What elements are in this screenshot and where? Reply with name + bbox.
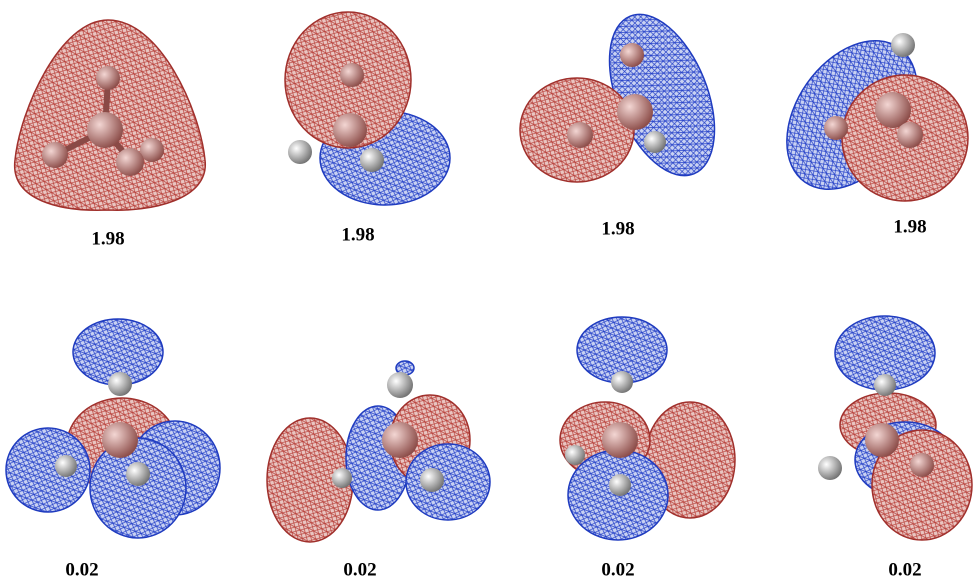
atom bbox=[108, 372, 132, 396]
atom bbox=[602, 422, 638, 458]
orbital-panel: 0.02 bbox=[818, 316, 972, 580]
atom bbox=[96, 66, 120, 90]
orbital-panel: 1.98 bbox=[520, 0, 736, 239]
atom bbox=[874, 374, 896, 396]
atom bbox=[382, 422, 418, 458]
occupation-label: 0.02 bbox=[343, 559, 376, 580]
atom bbox=[360, 148, 384, 172]
occupation-label: 0.02 bbox=[888, 559, 921, 580]
atom bbox=[42, 142, 68, 168]
atom bbox=[420, 468, 444, 492]
orbital-lobe bbox=[90, 438, 186, 538]
atom bbox=[891, 33, 915, 57]
orbital-figure: 1.98 1.98 1.98 1.98 bbox=[0, 0, 980, 583]
occupation-label: 1.98 bbox=[341, 224, 374, 245]
atom bbox=[611, 371, 633, 393]
occupation-label: 0.02 bbox=[601, 559, 634, 580]
atom bbox=[897, 122, 923, 148]
atom bbox=[140, 138, 164, 162]
orbital-panel: 0.02 bbox=[6, 319, 220, 580]
atom bbox=[340, 63, 364, 87]
atom bbox=[387, 372, 413, 398]
atom bbox=[567, 122, 593, 148]
orbital-panel: 1.98 bbox=[285, 12, 450, 245]
atom bbox=[102, 422, 138, 458]
atom bbox=[609, 474, 631, 496]
atom bbox=[87, 112, 123, 148]
orbital-panel: 1.98 bbox=[15, 20, 206, 249]
atom bbox=[910, 453, 934, 477]
orbital-lobe bbox=[6, 428, 90, 512]
orbital-panel: 1.98 bbox=[760, 16, 968, 237]
orbital-panel: 0.02 bbox=[267, 361, 490, 580]
atom bbox=[126, 462, 150, 486]
atom bbox=[865, 423, 899, 457]
atom bbox=[333, 113, 367, 147]
atom bbox=[824, 116, 848, 140]
orbital-lobe bbox=[406, 444, 490, 520]
atom bbox=[565, 445, 585, 465]
atom bbox=[332, 468, 352, 488]
atom bbox=[875, 92, 911, 128]
atom bbox=[116, 148, 144, 176]
occupation-label: 1.98 bbox=[893, 216, 926, 237]
atom bbox=[288, 140, 312, 164]
atom bbox=[620, 43, 644, 67]
occupation-label: 0.02 bbox=[65, 559, 98, 580]
atom bbox=[818, 456, 842, 480]
occupation-label: 1.98 bbox=[91, 228, 124, 249]
occupation-label: 1.98 bbox=[601, 218, 634, 239]
atom bbox=[55, 455, 77, 477]
atom bbox=[617, 94, 653, 130]
atom bbox=[644, 131, 666, 153]
orbital-panel: 0.02 bbox=[560, 317, 735, 580]
